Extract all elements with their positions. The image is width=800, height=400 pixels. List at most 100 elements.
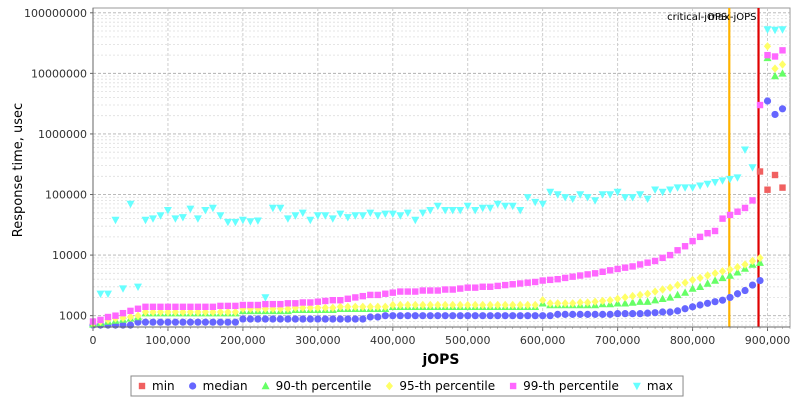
- data-point: [186, 205, 195, 213]
- data-point: [771, 171, 779, 179]
- data-point: [193, 215, 202, 223]
- data-point: [209, 303, 217, 311]
- data-point: [186, 318, 195, 326]
- data-point: [366, 302, 374, 311]
- data-point: [606, 310, 614, 318]
- data-point: [329, 315, 337, 323]
- data-point: [509, 312, 517, 320]
- data-point: [763, 26, 772, 34]
- data-point: [539, 312, 547, 320]
- data-point: [658, 294, 667, 302]
- data-point: [658, 188, 667, 197]
- data-point: [681, 278, 689, 287]
- legend-label: min: [152, 379, 175, 393]
- data-point: [584, 271, 591, 278]
- data-point: [111, 216, 120, 225]
- data-point: [216, 318, 225, 326]
- data-point: [666, 251, 674, 259]
- data-point: [321, 212, 330, 220]
- data-point: [591, 270, 599, 277]
- data-point: [764, 186, 771, 193]
- data-point: [554, 275, 561, 283]
- data-point: [298, 209, 307, 217]
- data-point: [359, 292, 367, 300]
- data-point: [403, 209, 412, 217]
- data-point: [284, 315, 292, 323]
- data-point: [322, 297, 329, 305]
- data-point: [269, 304, 277, 313]
- data-point: [546, 299, 554, 308]
- data-point: [463, 202, 472, 211]
- x-tick-label: 0: [90, 334, 97, 347]
- data-point: [352, 294, 359, 301]
- data-point: [636, 191, 645, 199]
- data-point: [344, 302, 352, 311]
- legend-item: median: [189, 379, 248, 393]
- data-point: [569, 273, 576, 280]
- data-point: [396, 312, 404, 320]
- data-point: [704, 229, 711, 237]
- data-point: [216, 307, 224, 317]
- data-point: [771, 110, 779, 119]
- data-point: [149, 318, 157, 326]
- data-point: [651, 186, 660, 194]
- data-point: [411, 216, 420, 225]
- data-point: [539, 296, 547, 305]
- data-point: [141, 318, 150, 326]
- data-point: [516, 300, 524, 310]
- data-point: [486, 300, 494, 310]
- data-point: [659, 285, 667, 294]
- data-point: [524, 300, 532, 310]
- data-point: [539, 277, 546, 284]
- data-point: [501, 300, 509, 310]
- legend-item: 99-th percentile: [509, 379, 619, 393]
- data-point: [561, 310, 569, 318]
- data-point: [524, 312, 532, 320]
- x-tick-label: 300,000: [295, 334, 341, 347]
- data-point: [328, 215, 337, 223]
- data-point: [621, 299, 630, 307]
- data-point: [441, 312, 449, 320]
- data-point: [561, 274, 569, 282]
- data-point: [531, 198, 540, 207]
- series-min: [756, 168, 786, 193]
- data-point: [636, 290, 644, 300]
- data-point: [508, 202, 517, 211]
- data-point: [134, 311, 142, 320]
- data-point: [696, 273, 704, 283]
- data-point: [763, 97, 772, 105]
- data-point: [771, 53, 779, 60]
- data-point: [666, 308, 674, 316]
- data-point: [306, 216, 315, 225]
- data-point: [427, 287, 434, 294]
- data-point: [636, 261, 644, 268]
- data-point: [658, 308, 667, 316]
- data-point: [584, 310, 592, 318]
- data-point: [171, 215, 180, 223]
- data-point: [531, 312, 539, 320]
- data-point: [276, 204, 285, 213]
- data-point: [726, 175, 734, 184]
- data-point: [321, 315, 329, 323]
- data-point: [314, 298, 322, 305]
- data-point: [178, 214, 187, 222]
- data-point: [329, 303, 337, 312]
- data-point: [149, 215, 157, 223]
- data-point: [434, 287, 441, 294]
- data-point: [426, 207, 435, 215]
- data-point: [718, 296, 727, 304]
- data-point: [546, 312, 554, 320]
- data-point: [134, 318, 142, 326]
- data-point: [703, 299, 712, 307]
- data-point: [606, 296, 614, 305]
- data-point: [104, 313, 112, 321]
- data-point: [726, 211, 734, 219]
- data-point: [614, 265, 621, 273]
- data-point: [644, 259, 651, 266]
- data-point: [201, 318, 210, 326]
- data-point: [569, 310, 577, 318]
- data-point: [734, 208, 741, 215]
- data-point: [127, 307, 134, 315]
- data-point: [487, 283, 494, 290]
- data-point: [411, 300, 419, 310]
